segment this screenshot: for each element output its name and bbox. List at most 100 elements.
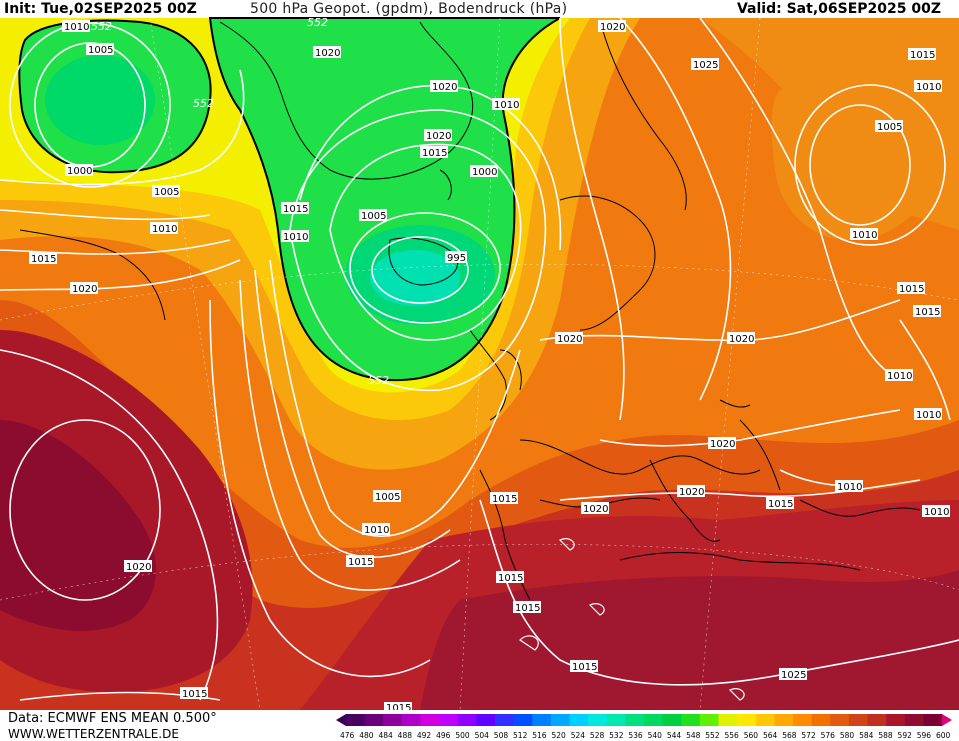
svg-text:1015: 1015 [386, 703, 411, 714]
svg-text:1010: 1010 [152, 224, 177, 235]
isobar-label: 1015 [913, 305, 941, 318]
isobar-label: 1010 [281, 230, 309, 243]
colorbar-swatch [886, 714, 906, 726]
colorbar-swatch [755, 714, 775, 726]
isobar-label: 1005 [373, 490, 401, 503]
colorbar-swatch [588, 714, 608, 726]
svg-text:1015: 1015 [498, 573, 523, 584]
isobar-label: 1000 [470, 165, 498, 178]
svg-text:1015: 1015 [31, 254, 56, 265]
colorbar-swatch [420, 714, 440, 726]
svg-text:1020: 1020 [315, 48, 340, 59]
svg-text:1000: 1000 [472, 167, 497, 178]
isobar-label: 1020 [727, 332, 755, 345]
svg-text:1015: 1015 [182, 689, 207, 700]
isobar-label: 1010 [885, 369, 913, 382]
colorbar-tick-label: 536 [628, 731, 643, 740]
colorbar-tick-label: 496 [436, 731, 451, 740]
geopotential-label: 552 [91, 20, 112, 33]
svg-text:1005: 1005 [361, 211, 386, 222]
svg-text:1020: 1020 [432, 82, 457, 93]
colorbar-swatch [401, 714, 421, 726]
svg-text:1005: 1005 [88, 45, 113, 56]
isobar-label: 1020 [598, 20, 626, 33]
svg-text:1020: 1020 [72, 284, 97, 295]
colorbar-tick-label: 476 [340, 731, 355, 740]
svg-text:1010: 1010 [364, 525, 389, 536]
isobar-label: 1020 [124, 560, 152, 573]
colorbar-swatch [439, 714, 459, 726]
colorbar-tick-label: 480 [359, 731, 374, 740]
svg-text:1010: 1010 [916, 82, 941, 93]
colorbar-swatch [923, 714, 943, 726]
colorbar-swatch [550, 714, 570, 726]
isobar-label: 1025 [691, 58, 719, 71]
svg-text:1015: 1015 [492, 494, 517, 505]
svg-text:1005: 1005 [375, 492, 400, 503]
svg-text:1005: 1005 [877, 122, 902, 133]
svg-text:1020: 1020 [710, 439, 735, 450]
svg-text:1010: 1010 [837, 482, 862, 493]
colorbar-tick-label: 540 [648, 731, 663, 740]
svg-text:1020: 1020 [126, 562, 151, 573]
colorbar-tick-label: 492 [417, 731, 432, 740]
colorbar-tick-label: 600 [936, 731, 951, 740]
isobar-label: 1015 [384, 702, 412, 714]
map-title: 500 hPa Geopot. (gpdm), Bodendruck (hPa) [250, 1, 568, 17]
colorbar-tick-label: 580 [840, 731, 855, 740]
init-time-label: Init: Tue,02SEP2025 00Z [4, 1, 197, 17]
colorbar-tick-label: 488 [398, 731, 413, 740]
colorbar-tick-label: 512 [513, 731, 528, 740]
website-label: WWW.WETTERZENTRALE.DE [8, 727, 179, 741]
svg-text:1015: 1015 [899, 284, 924, 295]
svg-text:1010: 1010 [852, 230, 877, 241]
colorbar-tick-label: 484 [378, 731, 393, 740]
colorbar-swatch [904, 714, 924, 726]
colorbar-swatch [644, 714, 664, 726]
isobar-label: 1010 [922, 505, 950, 518]
colorbar-swatch [718, 714, 738, 726]
colorbar-tick-label: 576 [821, 731, 836, 740]
svg-text:1020: 1020 [600, 22, 625, 33]
svg-text:1020: 1020 [583, 504, 608, 515]
colorbar-tick-label: 584 [859, 731, 874, 740]
colorbar-swatch [625, 714, 645, 726]
isobar-label: 1015 [180, 687, 208, 700]
svg-text:1015: 1015 [283, 204, 308, 215]
isobar-label: 1015 [496, 571, 524, 584]
colorbar-swatch [569, 714, 589, 726]
colorbar-tick-label: 548 [686, 731, 701, 740]
colorbar-tick-label: 524 [571, 731, 586, 740]
colorbar-swatch [495, 714, 515, 726]
svg-text:1025: 1025 [693, 60, 718, 71]
colorbar-swatch [513, 714, 533, 726]
isobar-label: 1020 [430, 80, 458, 93]
isobar-label: 1015 [490, 492, 518, 505]
svg-text:1010: 1010 [64, 22, 89, 33]
isobar-label: 1020 [424, 129, 452, 142]
svg-text:995: 995 [447, 253, 466, 264]
valid-time-label: Valid: Sat,06SEP2025 00Z [736, 1, 941, 17]
colorbar-tick-label: 508 [494, 731, 509, 740]
svg-text:1015: 1015 [572, 662, 597, 673]
svg-text:1010: 1010 [283, 232, 308, 243]
colorbar-tick-label: 564 [763, 731, 778, 740]
isobar-label: 1010 [492, 98, 520, 111]
colorbar-swatch [364, 714, 384, 726]
isobar-label: 995 [445, 251, 467, 264]
colorbar-swatch [383, 714, 403, 726]
isobar-label: 1020 [555, 332, 583, 345]
svg-text:1015: 1015 [768, 499, 793, 510]
colorbar-swatch [848, 714, 868, 726]
colorbar-arrow-right [942, 714, 952, 726]
colorbar-tick-label: 516 [532, 731, 547, 740]
isobar-label: 1015 [908, 48, 936, 61]
svg-text:1020: 1020 [679, 487, 704, 498]
colorbar: 476 480 484 488 492 496 500 504 508 512 516 520 524 5… [336, 714, 952, 740]
isobar-label: 1015 [346, 555, 374, 568]
svg-text:1010: 1010 [494, 100, 519, 111]
isobar-label: 1020 [708, 437, 736, 450]
colorbar-tick-label: 588 [878, 731, 893, 740]
geopotential-label: 552 [193, 97, 214, 110]
isobar-label: 1010 [914, 80, 942, 93]
